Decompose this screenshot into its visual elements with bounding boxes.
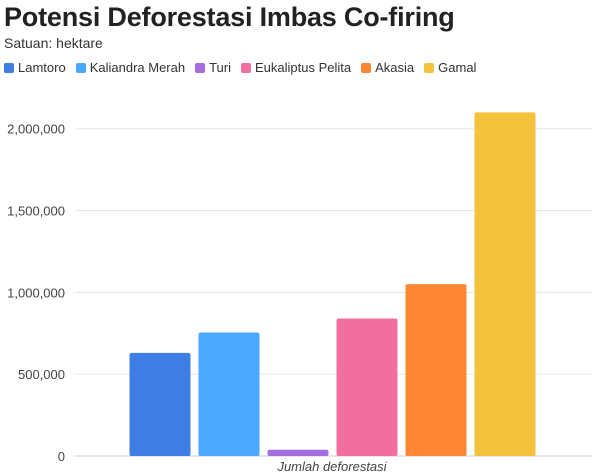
- bar-gamal[interactable]: [474, 112, 536, 456]
- legend-swatch: [241, 62, 251, 73]
- legend-item-akasia: Akasia: [361, 60, 414, 75]
- legend-item-turi: Turi: [195, 60, 231, 75]
- bar-akasia[interactable]: [405, 284, 467, 456]
- y-tick-label: 2,000,000: [7, 122, 65, 137]
- legend-label: Eukaliptus Pelita: [255, 60, 352, 75]
- y-tick-label: 500,000: [18, 367, 65, 382]
- legend: Lamtoro Kaliandra Merah Turi Eukaliptus Pel…: [4, 60, 476, 75]
- bar-kaliandra-merah[interactable]: [198, 332, 260, 456]
- legend-label: Turi: [209, 60, 231, 75]
- y-tick-label: 0: [58, 449, 65, 464]
- chart-subtitle: Satuan: hektare: [4, 35, 103, 51]
- legend-label: Gamal: [438, 60, 477, 75]
- legend-label: Kaliandra Merah: [89, 60, 186, 75]
- bar-turi[interactable]: [267, 449, 329, 456]
- legend-label: Lamtoro: [18, 60, 66, 75]
- y-tick-label: 1,500,000: [7, 204, 65, 219]
- x-axis-label: Jumlah deforestasi: [276, 459, 387, 474]
- bar-lamtoro[interactable]: [129, 352, 191, 456]
- legend-swatch: [424, 62, 435, 73]
- legend-swatch: [75, 62, 86, 73]
- legend-swatch: [361, 62, 372, 73]
- legend-label: Akasia: [375, 60, 415, 75]
- legend-swatch: [195, 62, 206, 73]
- legend-item-eukaliptus-pelita: Eukaliptus Pelita: [241, 60, 351, 75]
- chart-title: Potensi Deforestasi Imbas Co-firing: [4, 2, 455, 32]
- y-tick-label: 1,000,000: [7, 285, 65, 300]
- legend-swatch: [4, 62, 14, 73]
- legend-item-kaliandra-merah: Kaliandra Merah: [75, 60, 186, 75]
- legend-item-gamal: Gamal: [424, 60, 476, 75]
- bar-eukaliptus-pelita[interactable]: [336, 318, 398, 456]
- legend-item-lamtoro: Lamtoro: [4, 60, 66, 75]
